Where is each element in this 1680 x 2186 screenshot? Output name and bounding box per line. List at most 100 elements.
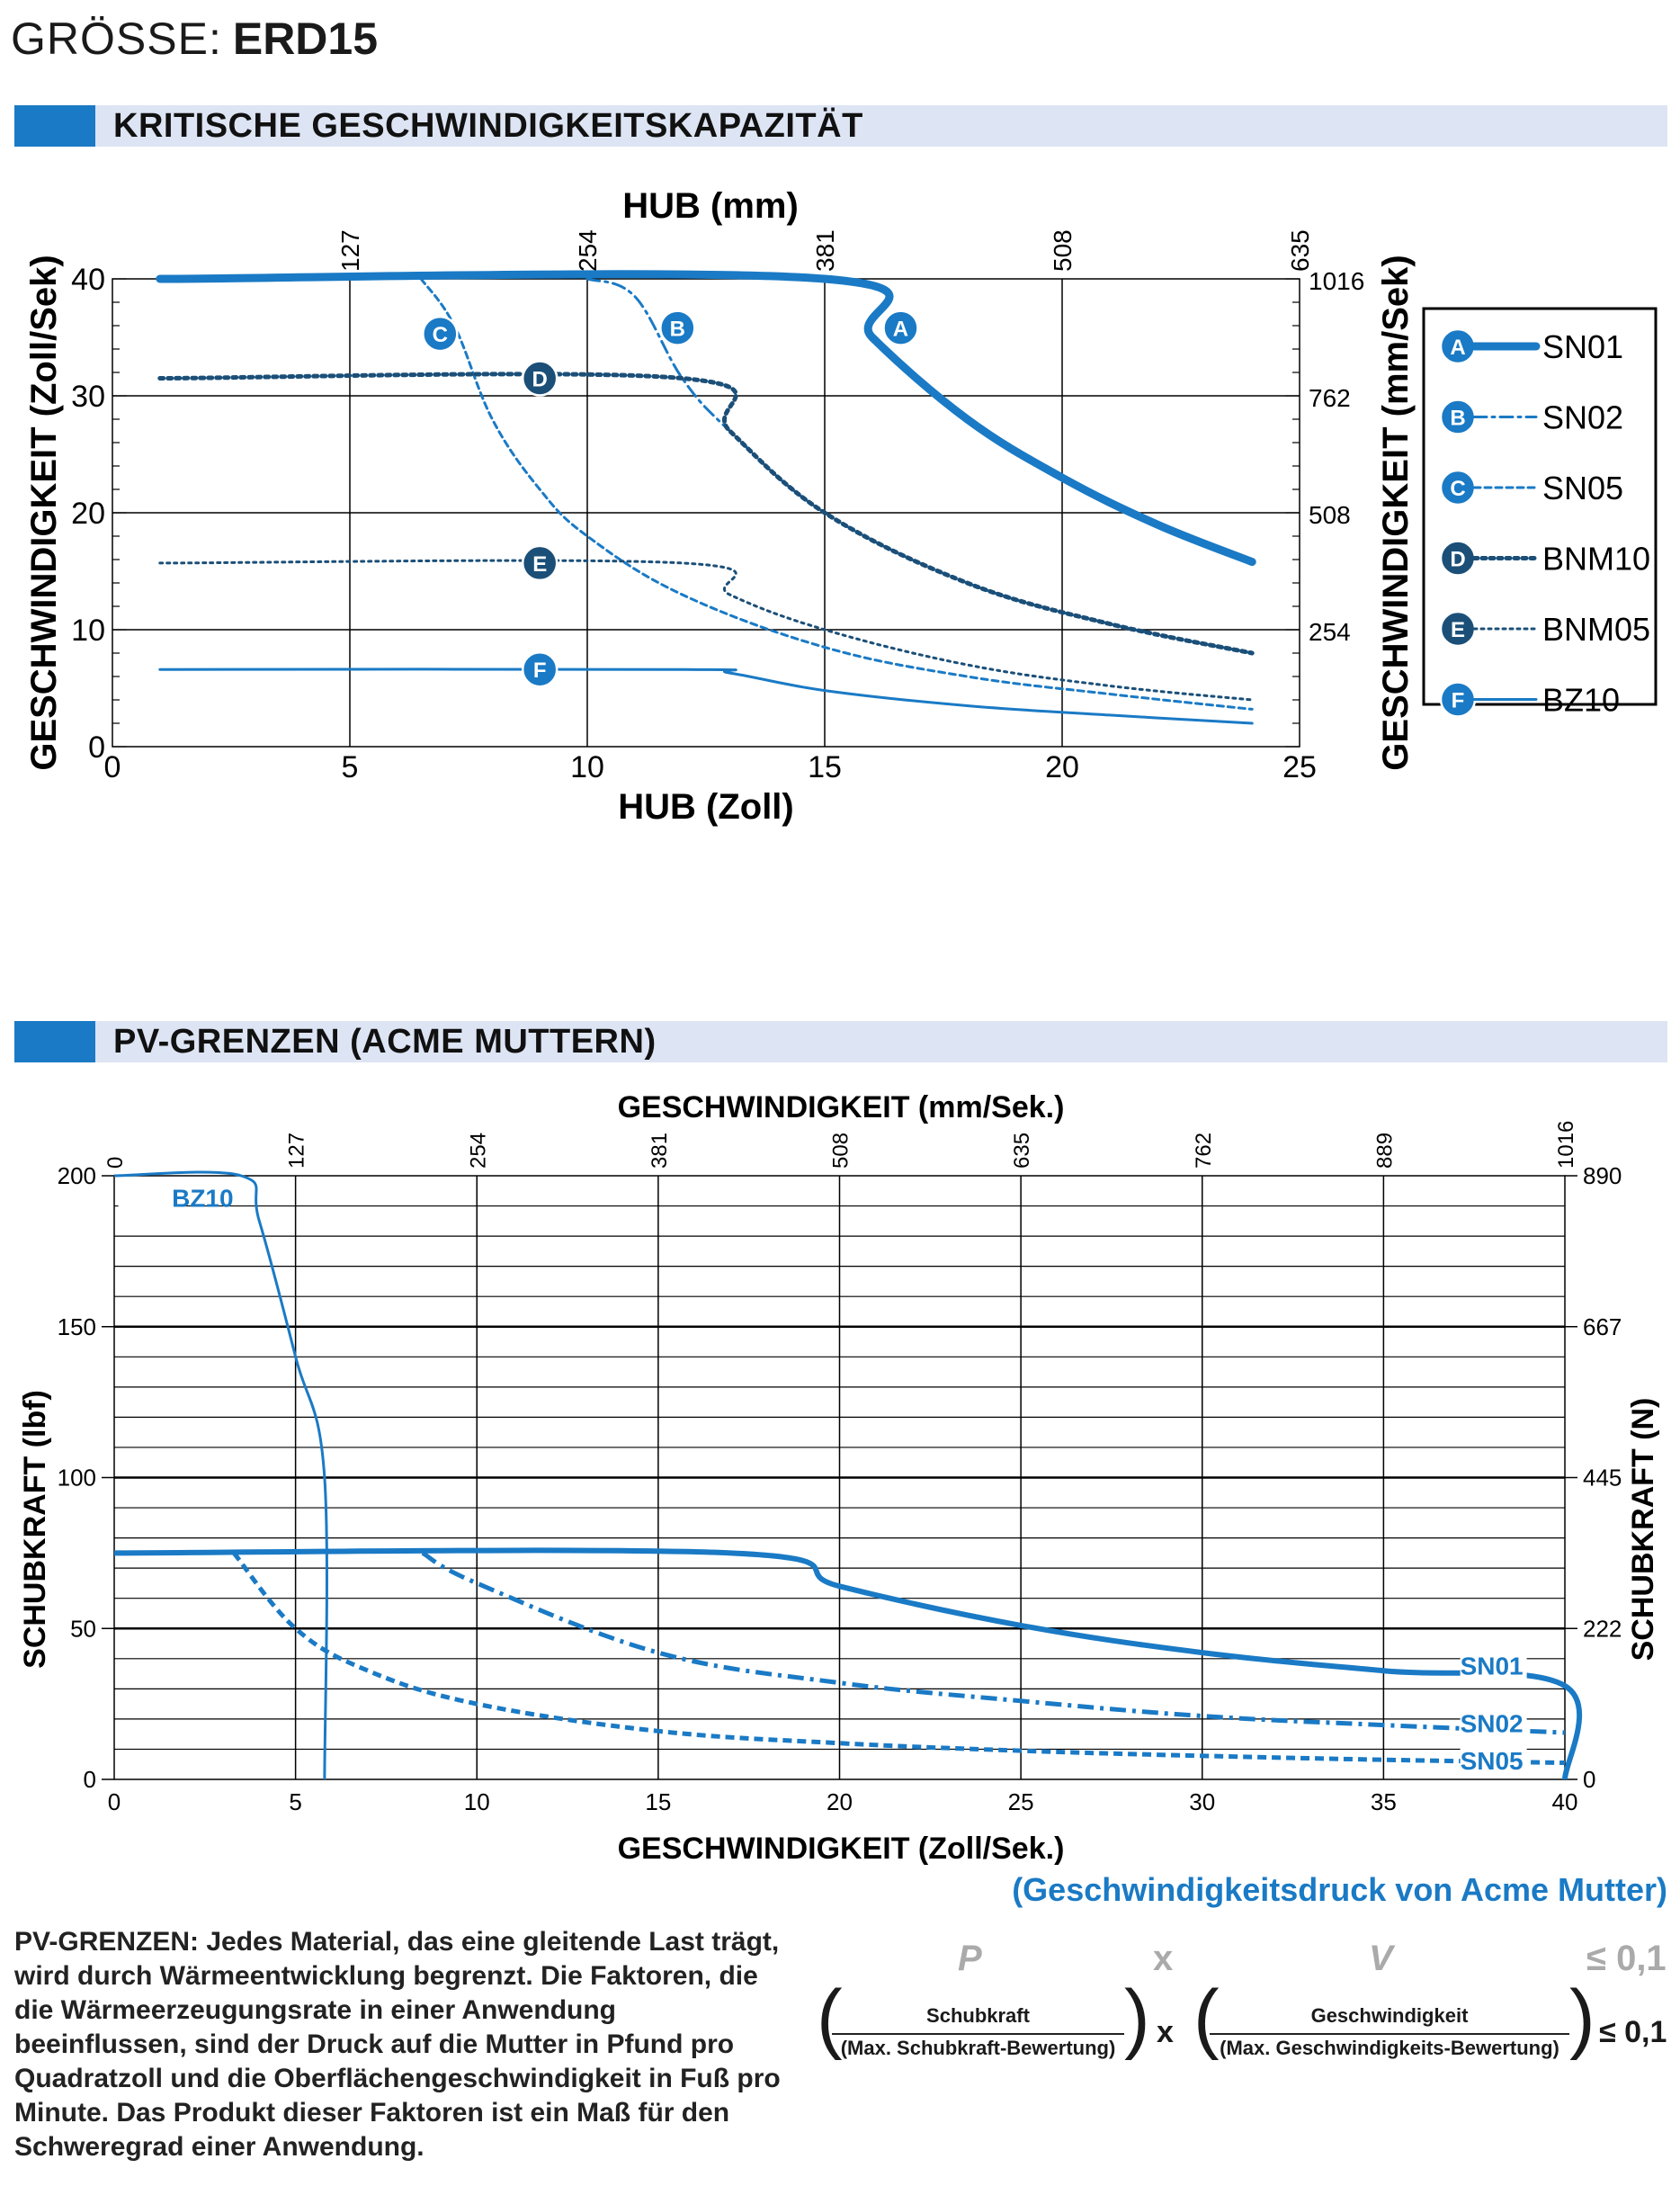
x-tick-label: 40: [1552, 1788, 1578, 1815]
series-line-bnm05: [158, 559, 1254, 702]
y2-axis-title: GESCHWINDIGKEIT (mm/Sek): [1376, 255, 1416, 770]
y-tick-label: 10: [71, 614, 105, 648]
formula-denominator-thrust: (Max. Schubkraft-Bewertung): [840, 2037, 1116, 2059]
series-line-sn05: [419, 277, 1254, 711]
series-marker-c-circle: [422, 315, 459, 353]
legend-marker-e-letter: E: [1451, 618, 1465, 642]
x-tick-label: 0: [108, 1788, 121, 1815]
series-marker-e-circle: [521, 544, 559, 582]
series-label-sn05: SN05: [1461, 1747, 1524, 1775]
y2-tick-label: 445: [1583, 1465, 1622, 1492]
section-header-pv-limits: PV-GRENZEN (ACME MUTTERN): [14, 1021, 1667, 1062]
series-line-sn05: [232, 1551, 1566, 1766]
legend-marker-d-letter: D: [1450, 548, 1465, 572]
x-tick-label: 35: [1371, 1788, 1397, 1815]
x-tick-label: 5: [342, 750, 359, 784]
legend-marker-b-letter: B: [1450, 407, 1465, 431]
x-axis-title: HUB (Zoll): [618, 787, 794, 827]
x2-tick-label: 508: [829, 1133, 853, 1169]
formula-paren-open-2: (: [1193, 1975, 1220, 2061]
pv-note: PV-GRENZEN: Jedes Material, das eine gle…: [14, 1927, 781, 2162]
x2-axis-title: GESCHWINDIGKEIT (mm/Sek.): [618, 1090, 1065, 1124]
legend-marker-c-letter: C: [1450, 477, 1465, 501]
x-tick-label: 30: [1189, 1788, 1215, 1815]
series-label-bg: [1460, 1743, 1527, 1775]
y2-tick-label: 667: [1583, 1313, 1622, 1340]
x2-tick-label: 254: [466, 1133, 490, 1169]
legend-label: SN05: [1542, 470, 1623, 506]
formula-numerator-speed: Geschwindigkeit: [1210, 2004, 1569, 2035]
x2-tick-label: 1016: [1554, 1121, 1578, 1169]
critical-speed-chart: 0 5 10 15 20 25 0 10 20 30 40 127 254 381 508 635 254 508…: [24, 186, 1658, 827]
y2-tick-label: 222: [1583, 1615, 1622, 1642]
series-line-sn01: [156, 270, 1256, 567]
series-marker-f-circle: [521, 650, 559, 688]
x2-tick-label: 635: [1286, 229, 1314, 272]
pv-caption: (Geschwindigkeitsdruck von Acme Mutter): [1012, 1871, 1667, 1908]
size-value: ERD15: [232, 13, 379, 64]
series-marker-c-letter: C: [433, 323, 448, 347]
section-title: PV-GRENZEN (ACME MUTTERN): [113, 1023, 657, 1061]
y-tick-label: 200: [58, 1162, 96, 1189]
y-tick-label: 40: [71, 263, 105, 297]
formula-times-2: x: [1157, 2015, 1174, 2049]
y-tick-label: 50: [70, 1615, 96, 1642]
y-axis-title: SCHUBKRAFT (lbf): [18, 1390, 52, 1669]
series-marker-b-letter: B: [670, 318, 685, 342]
y-tick-label: 0: [88, 730, 105, 765]
y-tick-label: 20: [71, 497, 105, 531]
series-line-bz10: [158, 667, 1254, 725]
x2-tick-label: 127: [285, 1133, 309, 1169]
y-tick-label: 100: [58, 1465, 96, 1492]
x-tick-label: 10: [570, 750, 604, 784]
series-marker-f-letter: F: [533, 658, 547, 683]
y2-tick-label: 0: [1583, 1766, 1595, 1793]
y2-tick-label: 762: [1309, 384, 1351, 412]
formula-times-1: x: [1153, 1939, 1174, 1978]
series-line-bz10: [113, 1170, 328, 1780]
series-label-sn01: SN01: [1461, 1653, 1524, 1680]
x2-tick-label: 635: [1010, 1133, 1034, 1169]
legend-label: SN02: [1542, 399, 1623, 436]
formula-paren-close-2: ): [1569, 1975, 1595, 2061]
x2-tick-label: 889: [1372, 1133, 1397, 1169]
x-tick-label: 20: [1045, 750, 1079, 784]
y2-tick-label: 890: [1583, 1162, 1622, 1189]
series-marker-d-letter: D: [532, 368, 548, 392]
series-line-bnm10: [157, 372, 1255, 656]
x2-axis-title: HUB (mm): [622, 186, 799, 226]
legend-marker-f-letter: F: [1452, 689, 1465, 713]
x2-tick-label: 0: [103, 1157, 128, 1169]
y-axis-title: GESCHWINDIGKEIT (Zoll/Sek): [24, 255, 64, 770]
series-label-bg: [1460, 1706, 1527, 1737]
legend-label: SN01: [1542, 328, 1623, 365]
x2-tick-label: 127: [336, 229, 364, 272]
x-tick-label: 10: [464, 1788, 490, 1815]
formula-leq-1: ≤ 0,1: [1586, 1939, 1667, 1978]
x2-tick-label: 762: [1192, 1133, 1216, 1169]
formula-fraction-speed: Geschwindigkeit (Max. Geschwindigkeits-B…: [1210, 2004, 1569, 2060]
x-tick-label: 20: [827, 1788, 853, 1815]
x2-tick-label: 508: [1049, 229, 1077, 272]
x-axis-title: GESCHWINDIGKEIT (Zoll/Sek.): [618, 1832, 1065, 1866]
series-line-sn02: [421, 1551, 1566, 1735]
legend-label: BNM10: [1542, 541, 1650, 578]
x-tick-label: 15: [645, 1788, 671, 1815]
x-tick-label: 15: [808, 750, 842, 784]
series-label-bg: [1460, 1648, 1527, 1680]
legend-label: BZ10: [1542, 682, 1620, 719]
x-tick-label: 25: [1008, 1788, 1034, 1815]
size-label: GRÖSSE:: [11, 13, 222, 64]
series-marker-b-circle: [659, 309, 696, 346]
y2-tick-label: 254: [1309, 618, 1351, 646]
series-marker-a-circle: [882, 309, 919, 346]
formula-fraction-thrust: Schubkraft (Max. Schubkraft-Bewertung): [832, 2004, 1124, 2060]
formula-paren-open-1: (: [817, 1975, 843, 2061]
series-label-bg: [118, 1180, 185, 1212]
x-tick-label: 5: [289, 1788, 301, 1815]
y2-tick-label: 508: [1309, 501, 1351, 529]
y-tick-label: 30: [71, 380, 105, 414]
formula-p: P: [958, 1939, 982, 1978]
formula-numerator-thrust: Schubkraft: [832, 2004, 1124, 2035]
